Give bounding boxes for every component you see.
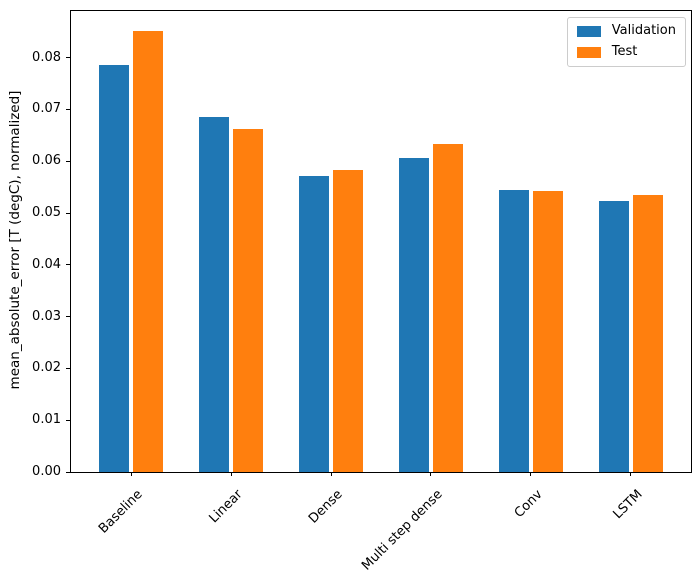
y-tick-label: 0.03 [32, 308, 61, 324]
x-tick-mark [130, 472, 132, 476]
bar-test-linear [233, 128, 264, 472]
x-tick-mark [530, 472, 532, 476]
y-tick-label: 0.06 [32, 153, 61, 169]
y-tick-mark [66, 367, 70, 369]
y-tick-label: 0.00 [32, 464, 61, 479]
legend-entry-validation: Validation [576, 23, 676, 38]
y-tick-mark [66, 419, 70, 421]
y-tick-label: 0.04 [32, 256, 61, 272]
y-tick-label: 0.07 [32, 101, 61, 117]
x-tick-mark [230, 472, 232, 476]
x-tick-label-conv: Conv [511, 487, 546, 521]
x-tick-label-lstm: LSTM [610, 487, 646, 523]
bar-validation-dense [299, 175, 330, 472]
y-tick-mark [66, 160, 70, 162]
x-tick-mark [430, 472, 432, 476]
x-tick-label-dense: Dense [306, 487, 346, 527]
bar-test-dense [333, 170, 363, 472]
test-series-swatch [576, 46, 601, 58]
legend-label-test: Test [611, 44, 638, 59]
x-tick-label-linear: Linear [206, 487, 246, 527]
legend-entry-test: Test [576, 44, 676, 59]
y-tick-mark [66, 108, 70, 110]
chart-legend: Validation Test [566, 17, 686, 67]
y-tick-label: 0.08 [32, 49, 61, 65]
x-tick-mark [330, 472, 332, 476]
bar-test-baseline [133, 30, 164, 472]
bar-validation-linear [199, 116, 230, 472]
x-tick-label-baseline: Baseline [96, 487, 146, 537]
bar-validation-lstm [598, 200, 629, 472]
validation-series-swatch [576, 25, 601, 37]
y-tick-label: 0.02 [32, 360, 61, 376]
bar-test-conv [532, 190, 563, 472]
bar-validation-multi-step-dense [398, 158, 429, 472]
y-tick-mark [66, 212, 70, 214]
bar-validation-baseline [99, 65, 130, 472]
y-tick-label: 0.05 [32, 205, 61, 220]
x-tick-mark [630, 472, 632, 476]
x-tick-label-multi-step-dense: Multi step dense [358, 487, 446, 574]
bar-validation-conv [498, 189, 529, 472]
y-axis-label: mean_absolute_error [T (degC), normalize… [7, 90, 23, 390]
y-tick-mark [66, 316, 70, 318]
y-tick-label: 0.01 [32, 412, 61, 428]
bar-test-multi-step-dense [432, 143, 463, 472]
bar-test-lstm [632, 195, 663, 472]
y-tick-mark [66, 57, 70, 59]
legend-label-validation: Validation [611, 23, 676, 38]
plot-area: Validation Test 0.00 0.01 0.02 0.03 0.04 0.05… [32, 10, 692, 574]
y-tick-mark [66, 471, 70, 473]
y-tick-mark [66, 264, 70, 266]
